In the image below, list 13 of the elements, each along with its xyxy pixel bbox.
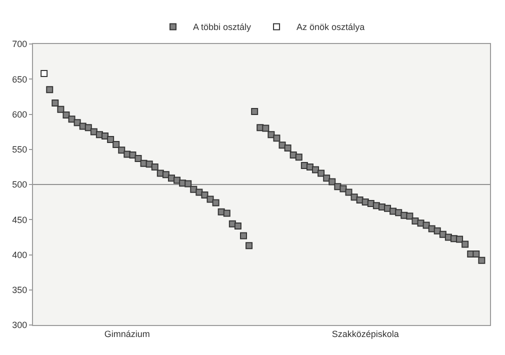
x-tick-label: Gimnázium [104,328,150,339]
y-tick-label: 600 [12,109,28,120]
y-tick-label: 500 [12,180,28,190]
legend-label: Az önök osztálya [296,22,365,32]
y-tick-label: 350 [12,285,28,296]
y-tick-label: 400 [12,250,28,260]
y-tick-label: 650 [12,74,28,84]
y-tick-label: 550 [12,144,28,155]
y-tick-label: 450 [12,214,28,225]
y-tick-label: 700 [12,39,28,50]
legend-label: A többi osztály [193,22,252,32]
y-tick-label: 300 [12,320,28,330]
x-tick-label: Szakközépiskola [332,328,399,339]
